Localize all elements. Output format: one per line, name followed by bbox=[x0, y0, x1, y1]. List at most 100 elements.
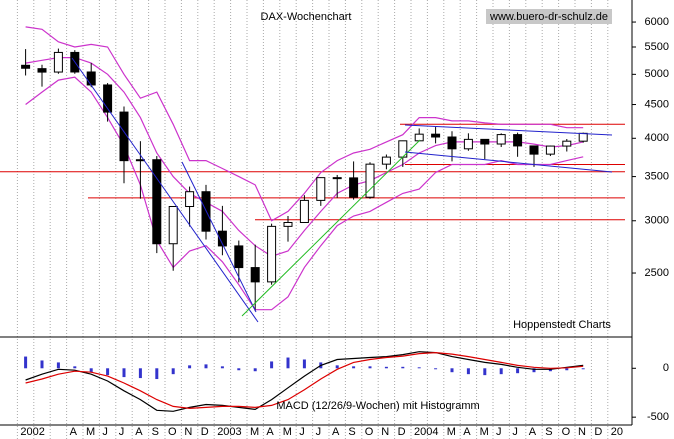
histogram-bar bbox=[532, 368, 536, 373]
candle-body bbox=[365, 163, 375, 198]
histogram-bar bbox=[450, 368, 454, 373]
trendline bbox=[404, 151, 613, 173]
x-tick-label: 2004 bbox=[414, 426, 438, 438]
candle-body bbox=[152, 159, 162, 245]
histogram-bar bbox=[302, 359, 306, 369]
candle-body bbox=[37, 68, 47, 73]
macd-title: MACD (12/26/9-Wochen) mit Histogramm bbox=[276, 400, 479, 412]
marks bbox=[0, 26, 625, 412]
histogram-bar bbox=[204, 364, 208, 369]
histogram-bar bbox=[434, 368, 438, 370]
histogram-bar bbox=[384, 366, 388, 369]
histogram-bar bbox=[516, 368, 520, 374]
bollinger-band bbox=[25, 76, 584, 311]
trendlines bbox=[71, 57, 613, 323]
x-tick-label: J bbox=[102, 426, 108, 438]
x-tick-label: M bbox=[86, 426, 95, 438]
x-tick-label: J bbox=[496, 426, 502, 438]
trendline bbox=[404, 124, 613, 136]
candle-body bbox=[299, 199, 309, 223]
y-tick-label: 0 bbox=[663, 362, 669, 374]
x-tick-label: M bbox=[480, 426, 489, 438]
candle-body bbox=[267, 225, 277, 283]
source: www.buero-dr-schulz.de bbox=[489, 11, 608, 23]
x-tick-label: O bbox=[168, 426, 177, 438]
x-tick-label: N bbox=[381, 426, 389, 438]
x-tick-label: J bbox=[316, 426, 322, 438]
x-tick-label: D bbox=[201, 426, 209, 438]
trendline bbox=[181, 161, 257, 313]
candle-body bbox=[513, 134, 523, 147]
y-tick-label: 2500 bbox=[645, 267, 669, 279]
y-tick-label: 5000 bbox=[645, 68, 669, 80]
candle-body bbox=[496, 134, 506, 145]
y-tick-label: -500 bbox=[647, 411, 669, 423]
x-tick-label: M bbox=[250, 426, 259, 438]
histogram-bar bbox=[499, 368, 503, 375]
source-box bbox=[486, 9, 612, 24]
x-tick-label: 2003 bbox=[217, 426, 241, 438]
x-tick-label: M bbox=[447, 426, 456, 438]
x-tick-label: 2002 bbox=[20, 426, 44, 438]
candle-body bbox=[529, 145, 539, 155]
y-tick-label: 3000 bbox=[645, 215, 669, 227]
y-tick-label: 3500 bbox=[645, 170, 669, 182]
candle-body bbox=[86, 71, 96, 86]
histogram-bar bbox=[138, 368, 142, 379]
macd-line bbox=[25, 351, 584, 412]
candle-body bbox=[332, 177, 342, 180]
candle-body bbox=[234, 245, 244, 269]
x-tick-label: J bbox=[512, 426, 518, 438]
candle-body bbox=[103, 84, 113, 113]
x-tick-label: S bbox=[152, 426, 159, 438]
histogram-bar bbox=[270, 361, 274, 369]
x-tick-label: A bbox=[529, 426, 537, 438]
x-tick-label: S bbox=[348, 426, 355, 438]
x-tick-label: A bbox=[332, 426, 340, 438]
histogram-bar bbox=[24, 356, 28, 369]
candle-body bbox=[381, 156, 391, 165]
trendline bbox=[241, 139, 421, 317]
candle-body bbox=[21, 64, 31, 69]
x-tick-label: J bbox=[299, 426, 305, 438]
histogram-bar bbox=[40, 360, 44, 369]
candle-body bbox=[349, 177, 359, 198]
x-tick-label: N bbox=[184, 426, 192, 438]
chart-title: DAX-Wochenchart bbox=[261, 11, 352, 23]
y-tick-label: 4000 bbox=[645, 132, 669, 144]
histogram-bar bbox=[237, 368, 241, 371]
histogram-bar bbox=[73, 366, 77, 369]
histogram-bar bbox=[483, 368, 487, 376]
histogram-bar bbox=[335, 365, 339, 369]
histogram-bar bbox=[286, 357, 290, 369]
candle-body bbox=[463, 138, 473, 150]
histogram-bar bbox=[368, 366, 372, 369]
x-tick-label: A bbox=[266, 426, 274, 438]
histogram-bar bbox=[565, 368, 569, 371]
histogram-bar bbox=[188, 365, 192, 369]
candle-body bbox=[562, 140, 572, 147]
candle-body bbox=[578, 132, 588, 142]
x-tick-label: A bbox=[135, 426, 143, 438]
histogram-bar bbox=[401, 366, 405, 369]
y-tick-label: 4500 bbox=[645, 98, 669, 110]
histogram-bar bbox=[171, 368, 175, 375]
x-tick-label: J bbox=[119, 426, 125, 438]
histogram-bar bbox=[155, 368, 159, 380]
histogram-bar bbox=[581, 368, 585, 370]
candle-body bbox=[480, 138, 490, 145]
y-tick-label: 6000 bbox=[645, 16, 669, 28]
histogram-bar bbox=[89, 368, 93, 373]
candle-body bbox=[168, 206, 178, 245]
y-tick-label: 5500 bbox=[645, 41, 669, 53]
candle-body bbox=[431, 133, 441, 138]
x-tick-label: M bbox=[283, 426, 292, 438]
trendline bbox=[71, 57, 259, 323]
histogram-bar bbox=[106, 368, 110, 376]
x-tick-label: O bbox=[562, 426, 571, 438]
histogram-bar bbox=[253, 368, 257, 372]
macd-line bbox=[25, 351, 584, 410]
candle-body bbox=[545, 145, 555, 155]
x-tick-label: 20 bbox=[611, 426, 623, 438]
